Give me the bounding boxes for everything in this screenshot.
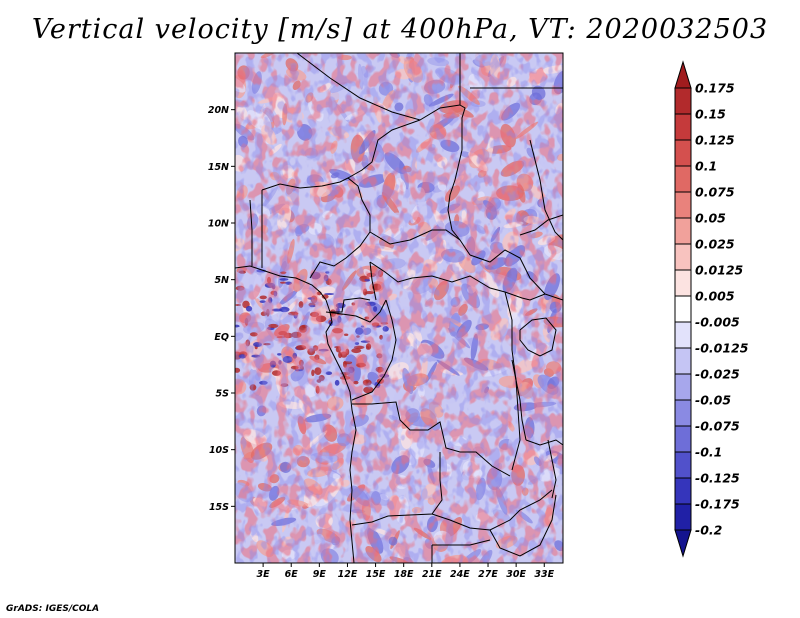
border-cameroon-car xyxy=(369,261,377,301)
lat-tick-label: 15S xyxy=(209,502,229,513)
border-congo-drc xyxy=(351,299,397,401)
latitude-axis: 20N 15N 10N 5N EQ 5S 10S 15S xyxy=(208,105,235,513)
country-borders xyxy=(235,53,563,563)
colorbar-swatch xyxy=(674,217,692,245)
map-panel: 20N 15N 10N 5N EQ 5S 10S 15S 3E 6E 9E 12E 15E 18E 21E… xyxy=(208,52,564,580)
border-nigeria-niger xyxy=(261,177,371,232)
border-drc-angola xyxy=(352,401,511,477)
lon-tick-label: 30E xyxy=(506,569,526,580)
colorbar-label: 0.075 xyxy=(695,185,735,200)
border-sudan-ethiopia xyxy=(529,139,563,241)
lon-tick-label: 18E xyxy=(394,569,414,580)
colorbar-label: 0.125 xyxy=(695,133,735,148)
colorbar: 0.175 0.15 0.125 0.1 0.075 0.05 0.025 0.0125 0.0… xyxy=(674,60,749,558)
colorbar-top-arrow xyxy=(674,60,692,89)
colorbar-label: 0.1 xyxy=(695,159,717,174)
border-lake-tanganyika xyxy=(511,359,527,441)
map-title: Vertical velocity [m/s] at 400hPa, VT: 2… xyxy=(31,14,769,45)
colorbar-label: 0.005 xyxy=(695,289,735,304)
colorbar-label: -0.175 xyxy=(695,497,740,512)
lon-tick-label: 9E xyxy=(313,569,327,580)
colorbar-label: -0.005 xyxy=(695,315,740,330)
lat-tick-label: 15N xyxy=(208,162,229,173)
border-caprivi xyxy=(432,539,491,546)
border-kenya-tanzania xyxy=(544,293,563,301)
lat-tick-label: 10N xyxy=(208,219,229,230)
lon-tick-label: 24E xyxy=(450,569,470,580)
border-ethiopia-sudan-n xyxy=(519,214,563,236)
colorbar-swatch xyxy=(674,451,692,479)
border-gabon-congo xyxy=(325,299,387,323)
lat-tick-label: EQ xyxy=(214,332,229,343)
colorbar-swatch xyxy=(674,87,692,115)
colorbar-swatch xyxy=(674,243,692,271)
colorbar-label: -0.0125 xyxy=(695,341,749,356)
lon-tick-label: 6E xyxy=(285,569,299,580)
colorbar-label: 0.05 xyxy=(695,211,726,226)
border-zambia-south xyxy=(431,489,553,531)
border-sahara-north xyxy=(296,53,461,121)
border-angola-zambia xyxy=(387,452,443,517)
map-frame xyxy=(234,52,564,564)
border-togo-benin xyxy=(249,199,253,266)
colorbar-label: 0.15 xyxy=(695,107,726,122)
border-car-north xyxy=(369,229,461,245)
colorbar-swatch xyxy=(674,139,692,167)
border-cameroon xyxy=(309,231,371,279)
border-tanzania-mozambique xyxy=(525,439,563,446)
colorbar-swatch xyxy=(674,399,692,427)
border-lake-malawi xyxy=(547,439,557,499)
lon-tick-label: 15E xyxy=(366,569,386,580)
colorbar-swatch xyxy=(674,425,692,453)
lat-tick-label: 20N xyxy=(208,105,229,116)
lon-tick-label: 21E xyxy=(422,569,442,580)
colorbar-swatch xyxy=(674,347,692,375)
colorbar-swatch xyxy=(674,477,692,505)
colorbar-label: 0.0125 xyxy=(695,263,744,278)
colorbar-swatch xyxy=(674,165,692,193)
colorbar-label: -0.075 xyxy=(695,419,740,434)
lat-tick-label: 5N xyxy=(214,275,229,286)
coastline-west-africa xyxy=(235,265,357,563)
border-car-south xyxy=(369,261,506,293)
colorbar-swatch xyxy=(674,373,692,401)
downdraft-noise xyxy=(235,53,563,563)
border-libya-egypt xyxy=(459,53,466,150)
border-gabon-cameroon xyxy=(330,297,371,313)
colorbar-label: -0.1 xyxy=(695,445,722,460)
credit-text: GrADS: IGES/COLA xyxy=(6,604,100,614)
lon-tick-label: 12E xyxy=(338,569,358,580)
border-south-sudan xyxy=(469,249,546,295)
colorbar-swatch xyxy=(674,113,692,141)
colorbar-swatch xyxy=(674,269,692,297)
border-zimbabwe xyxy=(489,494,557,557)
colorbar-bottom-arrow xyxy=(674,529,692,558)
border-lake-victoria xyxy=(519,317,557,357)
colorbar-label: 0.175 xyxy=(695,81,735,96)
lon-tick-label: 27E xyxy=(478,569,498,580)
colorbar-label: -0.05 xyxy=(695,393,731,408)
border-uganda xyxy=(504,291,546,301)
colorbar-label: -0.125 xyxy=(695,471,740,486)
lat-tick-label: 10S xyxy=(209,445,229,456)
lon-tick-label: 33E xyxy=(534,569,554,580)
longitude-axis: 3E 6E 9E 12E 15E 18E 21E 24E 27E 30E 33E xyxy=(257,563,555,580)
colorbar-swatch xyxy=(674,321,692,349)
colorbar-label: 0.025 xyxy=(695,237,735,252)
colorbar-label: -0.2 xyxy=(695,523,722,538)
colorbar-label: -0.025 xyxy=(695,367,740,382)
border-niger-chad xyxy=(347,119,421,179)
colorbar-swatch xyxy=(674,295,692,323)
colorbar-swatch xyxy=(674,503,692,531)
border-angola-namibia xyxy=(351,515,389,526)
lon-tick-label: 3E xyxy=(257,569,271,580)
colorbar-swatch xyxy=(674,191,692,219)
lat-tick-label: 5S xyxy=(216,389,230,400)
